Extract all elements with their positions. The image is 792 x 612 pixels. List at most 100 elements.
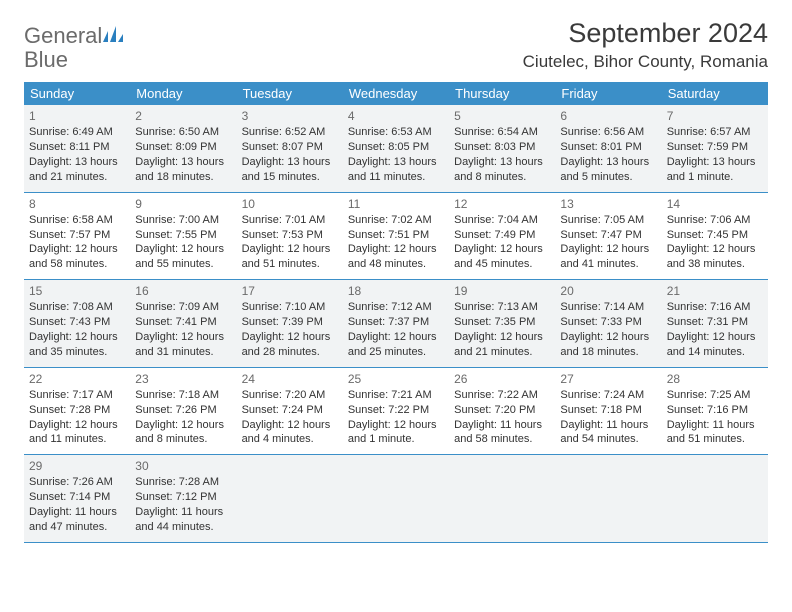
day-cell: 5Sunrise: 6:54 AMSunset: 8:03 PMDaylight…	[449, 105, 555, 192]
day-info: Sunrise: 7:18 AMSunset: 7:26 PMDaylight:…	[135, 388, 232, 447]
day-cell: 7Sunrise: 6:57 AMSunset: 7:59 PMDaylight…	[662, 105, 768, 192]
day-info: Sunrise: 7:25 AMSunset: 7:16 PMDaylight:…	[667, 388, 764, 447]
day-cell	[449, 455, 555, 542]
day-cell: 27Sunrise: 7:24 AMSunset: 7:18 PMDayligh…	[555, 368, 661, 455]
day-cell: 3Sunrise: 6:52 AMSunset: 8:07 PMDaylight…	[237, 105, 343, 192]
day-info: Sunrise: 7:08 AMSunset: 7:43 PMDaylight:…	[29, 300, 126, 359]
logo-text-general: General	[24, 23, 102, 48]
day-number: 14	[667, 196, 764, 212]
day-info: Sunrise: 7:17 AMSunset: 7:28 PMDaylight:…	[29, 388, 126, 447]
day-info: Sunrise: 6:50 AMSunset: 8:09 PMDaylight:…	[135, 125, 232, 184]
day-info: Sunrise: 7:16 AMSunset: 7:31 PMDaylight:…	[667, 300, 764, 359]
day-info: Sunrise: 7:26 AMSunset: 7:14 PMDaylight:…	[29, 475, 126, 534]
day-cell: 14Sunrise: 7:06 AMSunset: 7:45 PMDayligh…	[662, 193, 768, 280]
day-cell: 26Sunrise: 7:22 AMSunset: 7:20 PMDayligh…	[449, 368, 555, 455]
day-number: 16	[135, 283, 232, 299]
day-number: 19	[454, 283, 551, 299]
day-cell: 24Sunrise: 7:20 AMSunset: 7:24 PMDayligh…	[237, 368, 343, 455]
day-cell: 18Sunrise: 7:12 AMSunset: 7:37 PMDayligh…	[343, 280, 449, 367]
day-cell: 6Sunrise: 6:56 AMSunset: 8:01 PMDaylight…	[555, 105, 661, 192]
day-number: 30	[135, 458, 232, 474]
day-number: 10	[242, 196, 339, 212]
day-cell: 9Sunrise: 7:00 AMSunset: 7:55 PMDaylight…	[130, 193, 236, 280]
day-cell: 20Sunrise: 7:14 AMSunset: 7:33 PMDayligh…	[555, 280, 661, 367]
day-number: 18	[348, 283, 445, 299]
day-info: Sunrise: 7:14 AMSunset: 7:33 PMDaylight:…	[560, 300, 657, 359]
day-info: Sunrise: 6:52 AMSunset: 8:07 PMDaylight:…	[242, 125, 339, 184]
day-number: 27	[560, 371, 657, 387]
day-number: 22	[29, 371, 126, 387]
day-cell: 13Sunrise: 7:05 AMSunset: 7:47 PMDayligh…	[555, 193, 661, 280]
day-info: Sunrise: 7:01 AMSunset: 7:53 PMDaylight:…	[242, 213, 339, 272]
day-cell	[555, 455, 661, 542]
day-header: Wednesday	[343, 82, 449, 105]
day-cell: 19Sunrise: 7:13 AMSunset: 7:35 PMDayligh…	[449, 280, 555, 367]
day-cell: 17Sunrise: 7:10 AMSunset: 7:39 PMDayligh…	[237, 280, 343, 367]
day-header: Thursday	[449, 82, 555, 105]
day-cell: 15Sunrise: 7:08 AMSunset: 7:43 PMDayligh…	[24, 280, 130, 367]
day-number: 20	[560, 283, 657, 299]
day-header: Saturday	[662, 82, 768, 105]
day-number: 25	[348, 371, 445, 387]
day-cell: 22Sunrise: 7:17 AMSunset: 7:28 PMDayligh…	[24, 368, 130, 455]
day-cell: 16Sunrise: 7:09 AMSunset: 7:41 PMDayligh…	[130, 280, 236, 367]
day-number: 2	[135, 108, 232, 124]
day-number: 21	[667, 283, 764, 299]
month-title: September 2024	[523, 18, 768, 49]
week-row: 1Sunrise: 6:49 AMSunset: 8:11 PMDaylight…	[24, 105, 768, 193]
day-number: 5	[454, 108, 551, 124]
day-info: Sunrise: 7:12 AMSunset: 7:37 PMDaylight:…	[348, 300, 445, 359]
day-number: 23	[135, 371, 232, 387]
title-block: September 2024 Ciutelec, Bihor County, R…	[523, 18, 768, 72]
day-info: Sunrise: 6:57 AMSunset: 7:59 PMDaylight:…	[667, 125, 764, 184]
day-cell: 23Sunrise: 7:18 AMSunset: 7:26 PMDayligh…	[130, 368, 236, 455]
day-header: Sunday	[24, 82, 130, 105]
day-info: Sunrise: 7:10 AMSunset: 7:39 PMDaylight:…	[242, 300, 339, 359]
day-info: Sunrise: 6:49 AMSunset: 8:11 PMDaylight:…	[29, 125, 126, 184]
day-cell: 10Sunrise: 7:01 AMSunset: 7:53 PMDayligh…	[237, 193, 343, 280]
day-header: Monday	[130, 82, 236, 105]
day-info: Sunrise: 7:13 AMSunset: 7:35 PMDaylight:…	[454, 300, 551, 359]
logo-text-blue: Blue	[24, 47, 68, 72]
day-number: 24	[242, 371, 339, 387]
day-number: 4	[348, 108, 445, 124]
day-info: Sunrise: 7:22 AMSunset: 7:20 PMDaylight:…	[454, 388, 551, 447]
day-cell	[237, 455, 343, 542]
day-number: 26	[454, 371, 551, 387]
day-cell: 29Sunrise: 7:26 AMSunset: 7:14 PMDayligh…	[24, 455, 130, 542]
day-number: 11	[348, 196, 445, 212]
day-cell: 11Sunrise: 7:02 AMSunset: 7:51 PMDayligh…	[343, 193, 449, 280]
day-cell: 12Sunrise: 7:04 AMSunset: 7:49 PMDayligh…	[449, 193, 555, 280]
week-row: 22Sunrise: 7:17 AMSunset: 7:28 PMDayligh…	[24, 368, 768, 456]
day-header: Tuesday	[237, 82, 343, 105]
day-number: 17	[242, 283, 339, 299]
logo-chart-icon	[102, 25, 124, 48]
logo: General Blue	[24, 18, 124, 72]
day-cell: 25Sunrise: 7:21 AMSunset: 7:22 PMDayligh…	[343, 368, 449, 455]
week-row: 29Sunrise: 7:26 AMSunset: 7:14 PMDayligh…	[24, 455, 768, 543]
day-info: Sunrise: 7:02 AMSunset: 7:51 PMDaylight:…	[348, 213, 445, 272]
calendar: SundayMondayTuesdayWednesdayThursdayFrid…	[24, 82, 768, 543]
day-cell: 28Sunrise: 7:25 AMSunset: 7:16 PMDayligh…	[662, 368, 768, 455]
day-number: 9	[135, 196, 232, 212]
day-info: Sunrise: 7:20 AMSunset: 7:24 PMDaylight:…	[242, 388, 339, 447]
day-info: Sunrise: 7:21 AMSunset: 7:22 PMDaylight:…	[348, 388, 445, 447]
day-number: 15	[29, 283, 126, 299]
day-number: 29	[29, 458, 126, 474]
day-cell	[662, 455, 768, 542]
day-info: Sunrise: 7:06 AMSunset: 7:45 PMDaylight:…	[667, 213, 764, 272]
week-row: 8Sunrise: 6:58 AMSunset: 7:57 PMDaylight…	[24, 193, 768, 281]
day-cell	[343, 455, 449, 542]
day-number: 13	[560, 196, 657, 212]
day-info: Sunrise: 7:24 AMSunset: 7:18 PMDaylight:…	[560, 388, 657, 447]
day-number: 8	[29, 196, 126, 212]
day-number: 7	[667, 108, 764, 124]
day-info: Sunrise: 6:58 AMSunset: 7:57 PMDaylight:…	[29, 213, 126, 272]
day-info: Sunrise: 7:28 AMSunset: 7:12 PMDaylight:…	[135, 475, 232, 534]
day-number: 12	[454, 196, 551, 212]
day-cell: 1Sunrise: 6:49 AMSunset: 8:11 PMDaylight…	[24, 105, 130, 192]
day-info: Sunrise: 7:05 AMSunset: 7:47 PMDaylight:…	[560, 213, 657, 272]
day-number: 6	[560, 108, 657, 124]
day-number: 1	[29, 108, 126, 124]
location: Ciutelec, Bihor County, Romania	[523, 52, 768, 72]
